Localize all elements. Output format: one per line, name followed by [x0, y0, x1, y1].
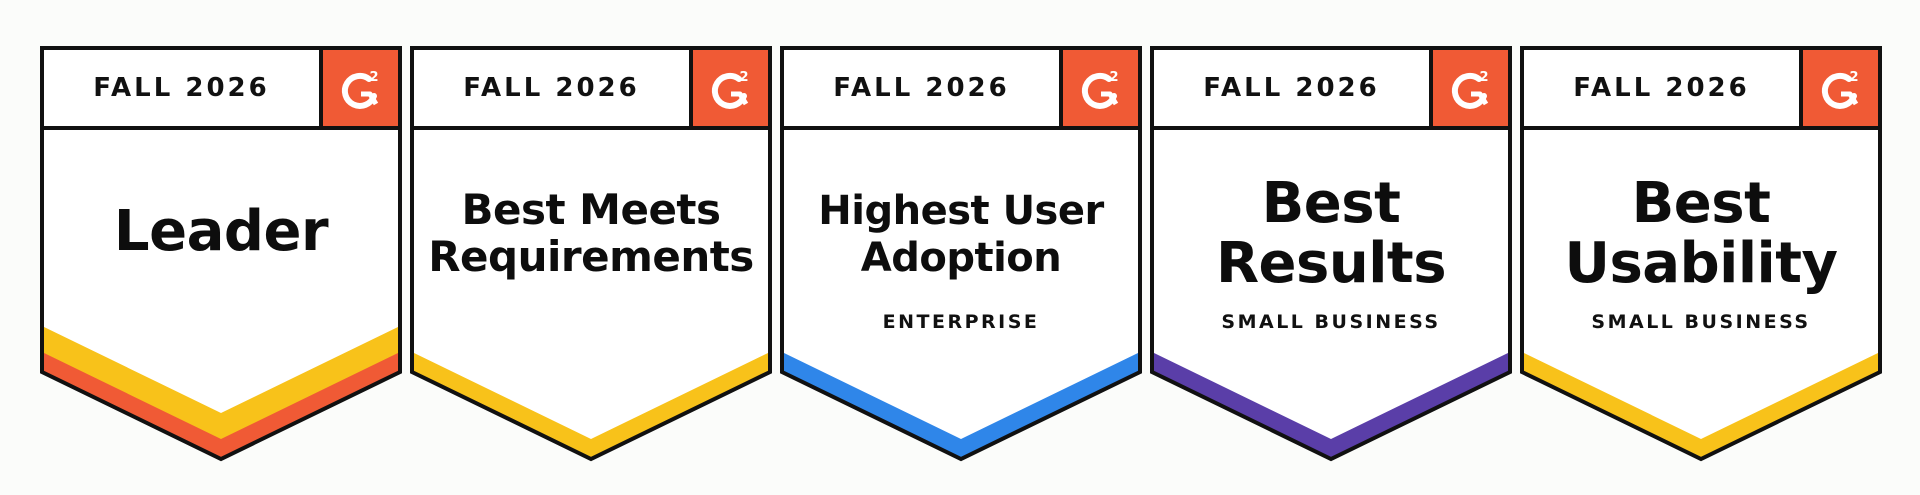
- badge-title: Leader: [50, 202, 392, 262]
- title-line: Adoption: [860, 235, 1062, 281]
- badge-leader: FALL 2026 2 Leader: [40, 46, 402, 462]
- title-line: Best: [1631, 171, 1771, 236]
- badge-shield-shape: [410, 46, 772, 462]
- title-line: Best: [1261, 171, 1401, 236]
- badge-title: Highest User Adoption: [790, 188, 1132, 282]
- season-label: FALL 2026: [1573, 73, 1750, 103]
- season-label: FALL 2026: [463, 73, 640, 103]
- badge-title: Best Usability: [1530, 174, 1872, 294]
- badge-shield-shape: [1520, 46, 1882, 462]
- svg-text:2: 2: [739, 70, 748, 85]
- title-line: Usability: [1564, 231, 1838, 296]
- title-line: Best Meets: [461, 185, 721, 234]
- badge-title: Best Meets Requirements: [420, 186, 762, 280]
- g2-logo-icon: 2: [693, 50, 768, 126]
- svg-text:2: 2: [1849, 70, 1858, 85]
- badge-subtitle: SMALL BUSINESS: [1591, 311, 1811, 333]
- title-line: Requirements: [428, 232, 754, 281]
- svg-text:2: 2: [1109, 70, 1118, 85]
- badge-subtitle: ENTERPRISE: [882, 311, 1040, 333]
- g2-logo-icon: 2: [1803, 50, 1878, 126]
- season-label: FALL 2026: [1203, 73, 1380, 103]
- season-label: FALL 2026: [93, 73, 270, 103]
- badge-best-meets-requirements: FALL 2026 2 Best Meets Requirements: [410, 46, 772, 462]
- badge-best-results: FALL 2026 2 Best Results SMALL BUSINESS: [1150, 46, 1512, 462]
- g2-logo-icon: 2: [1433, 50, 1508, 126]
- badge-best-usability: FALL 2026 2 Best Usability SMALL BUSINES…: [1520, 46, 1882, 462]
- badge-shield-shape: [40, 46, 402, 462]
- title-line: Highest User: [818, 188, 1104, 234]
- badge-subtitle: SMALL BUSINESS: [1221, 311, 1441, 333]
- title-line: Leader: [113, 199, 329, 264]
- g2-logo-icon: 2: [1063, 50, 1138, 126]
- title-line: Results: [1215, 231, 1447, 296]
- svg-text:2: 2: [369, 70, 378, 85]
- badge-highest-user-adoption: FALL 2026 2 Highest User Adoption ENTERP…: [780, 46, 1142, 462]
- season-label: FALL 2026: [833, 73, 1010, 103]
- g2-logo-icon: 2: [323, 50, 398, 126]
- badge-shield-shape: [780, 46, 1142, 462]
- svg-text:2: 2: [1479, 70, 1488, 85]
- badge-title: Best Results: [1160, 174, 1502, 294]
- badge-shield-shape: [1150, 46, 1512, 462]
